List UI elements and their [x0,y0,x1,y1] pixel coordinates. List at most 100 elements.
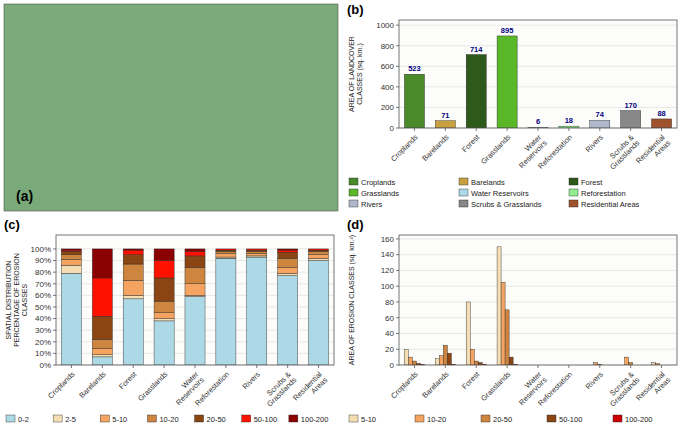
bar [247,251,267,253]
bar [216,258,236,365]
bar [92,278,112,316]
bar [123,250,143,255]
grid-line [399,25,677,26]
data-label: 18 [565,116,573,125]
bar [154,278,174,301]
y-tick-label: 90% [35,256,51,265]
x-tick [133,365,134,368]
x-tick-label: Barelands [77,370,107,400]
bar [309,248,329,249]
legend: CroplandsBarelandsForestGrasslandsWater … [349,178,640,209]
legend-label: Residential Areas [581,200,640,209]
y-tick-label: 80 [385,298,394,307]
x-tick-label: Scrubs &Grasslands [603,133,642,172]
legend-swatch [613,415,622,422]
plot-background [399,235,677,365]
y-tick-label: 0% [39,361,51,370]
y-tick-label: 60 [385,314,394,323]
panel-title: (b) [347,2,364,17]
bar [443,345,447,365]
x-tick-label: Croplands [46,370,77,401]
x-tick-label-line: Rivers [584,370,606,392]
x-tick-label-line: Rivers [584,133,606,155]
x-tick-label-line: Grasslands [479,133,512,166]
x-tick [256,365,257,368]
x-tick [630,365,631,368]
y-tick-label: 50% [35,303,51,312]
data-label: 895 [501,26,514,35]
legend-label: 100-200 [625,415,653,424]
bar [61,249,81,250]
x-tick [225,365,226,368]
bar [278,268,298,274]
x-tick [102,365,103,368]
bar [309,251,329,254]
y-tick [53,283,56,284]
y-tick-label: 600 [381,62,395,71]
legend-label: 100-200 [301,415,329,424]
x-tick [445,128,446,131]
bar [590,120,610,128]
grid-line [399,301,677,302]
legend-swatch [242,415,251,422]
bar [92,357,112,365]
grid-line [399,66,677,67]
figure: (a)0200400600800100052371714895618741708… [0,0,685,430]
grid-line [399,238,677,239]
x-tick-label-line: Reforestation [536,133,574,171]
legend-swatch [349,178,358,185]
x-tick-label-line: Forest [460,132,482,154]
y-axis-label-line: SPATIAL DISTRIBUTION [5,261,12,340]
x-tick-label: Reforestation [536,133,574,171]
x-tick-label-line: Grasslands [608,375,641,408]
bar [247,254,267,256]
bar [404,349,408,365]
bar [185,256,205,268]
bar [216,254,236,257]
bar [309,249,329,250]
legend-label: 10-20 [427,415,446,424]
y-tick [396,86,399,87]
legend-label: 50-100 [559,415,582,424]
x-tick [507,365,508,368]
y-tick-label: 800 [381,42,395,51]
y-tick [396,25,399,26]
bar [309,255,329,258]
x-tick-label: Grasslands [136,370,169,403]
bar [404,74,424,128]
y-tick [53,306,56,307]
bar [309,258,329,260]
grid-line [399,349,677,350]
y-tick-label: 70% [35,280,51,289]
y-tick-label: 140 [381,250,395,259]
y-axis-label-line: AREA OF EROSION CLASSES (sq. km.²) [348,235,356,365]
plot-background [399,20,677,128]
map-placeholder [4,4,338,211]
x-tick [507,128,508,131]
legend-swatch [481,415,490,422]
y-tick [53,353,56,354]
legend-label: 50-100 [254,415,277,424]
bars [404,247,659,365]
x-tick [661,128,662,131]
data-label: 523 [408,64,421,73]
y-axis-label: AREA OF EROSION CLASSES (sq. km.²) [348,235,356,365]
legend-label: 0-2 [18,415,29,424]
grid-line [399,286,677,287]
legend-label: Scrubs & Grasslands [471,200,542,209]
bar [123,295,143,298]
x-tick-label-line: Forest [117,369,139,391]
bar [247,249,267,250]
legend-label: Croplands [361,178,395,187]
legend: 0-22-55-1010-2020-5050-100100-200 [6,415,328,424]
y-tick [53,295,56,296]
x-tick-label: Forest [460,369,482,391]
legend-label: Water Reservoirs [471,189,529,198]
bar [123,264,143,280]
bar [123,249,143,250]
panel: 0%10%20%30%40%50%60%70%80%90%100%Croplan… [4,217,334,424]
legend-label: Grasslands [361,189,399,198]
grid-line [399,254,677,255]
bar [278,258,298,267]
bar [61,251,81,254]
